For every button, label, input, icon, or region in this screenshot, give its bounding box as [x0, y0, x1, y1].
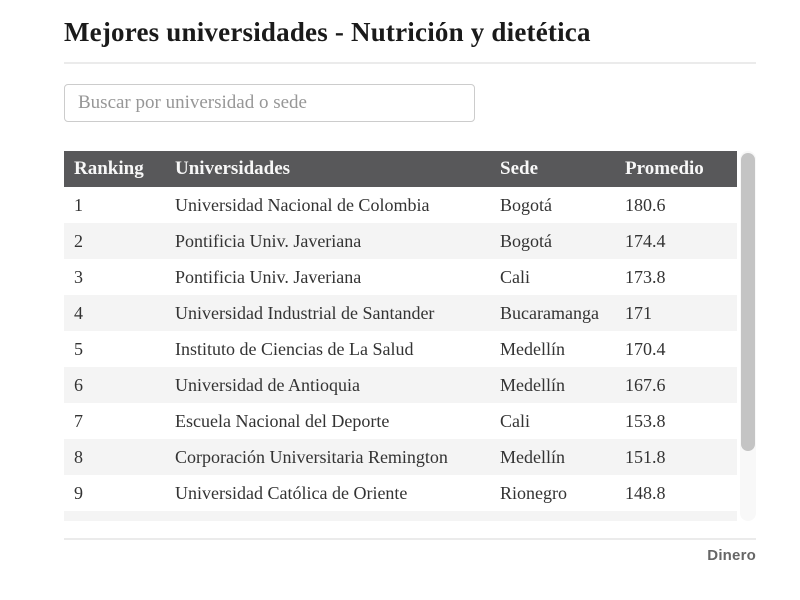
table-row: 1 Universidad Nacional de Colombia Bogotá 1… — [64, 187, 737, 224]
promedio-cell: 151.8 — [625, 446, 666, 467]
search-input[interactable] — [64, 84, 475, 123]
sede-cell: Medellín — [500, 374, 565, 395]
promedio-cell: 174.4 — [625, 230, 666, 251]
sede-cell: Bogotá — [500, 194, 552, 215]
table-scroll-area[interactable]: Ranking Universidades Sede Promedio 1 Uni… — [64, 151, 737, 522]
ranking-cell: 8 — [74, 446, 83, 467]
ranking-table: Ranking Universidades Sede Promedio 1 Uni… — [64, 151, 737, 522]
table-body: 1 Universidad Nacional de Colombia Bogotá 1… — [64, 187, 737, 522]
sede-cell: Medellín — [500, 338, 565, 359]
table-row: 5 Instituto de Ciencias de La Salud Medell… — [64, 331, 737, 368]
brand-logo: Dinero — [707, 547, 756, 565]
table-row: 7 Escuela Nacional del Deporte Cali 153.8 — [64, 403, 737, 440]
table-row: 3 Pontificia Univ. Javeriana Cali 173.8 — [64, 259, 737, 296]
promedio-cell: 153.8 — [625, 410, 666, 431]
sede-cell: Medellín — [500, 446, 565, 467]
table-row: 4 Universidad Industrial de Santander Buca… — [64, 295, 737, 332]
promedio-cell: 180.6 — [625, 194, 666, 215]
table-row: 8 Corporación Universitaria Remington Mede… — [64, 439, 737, 476]
universidad-cell: Pontificia Univ. Javeriana — [175, 266, 362, 287]
universidad-cell: Universidad Industrial de Santander — [175, 302, 435, 323]
ranking-cell: 3 — [74, 266, 83, 287]
ranking-cell: 7 — [74, 410, 83, 431]
ranking-cell: 9 — [74, 482, 83, 503]
sede-cell: Bucaramanga — [500, 302, 599, 323]
universidad-cell: Instituto de Ciencias de La Salud — [175, 338, 414, 359]
column-header-universidades: Universidades — [165, 151, 490, 188]
ranking-cell: 2 — [74, 230, 83, 251]
table-row: 2 Pontificia Univ. Javeriana Bogotá 174.4 — [64, 223, 737, 260]
table-scrollbar-thumb[interactable] — [741, 153, 755, 452]
ranking-cell: 6 — [74, 374, 83, 395]
sede-cell: Cali — [500, 266, 530, 287]
ranking-table-container: Ranking Universidades Sede Promedio 1 Uni… — [64, 151, 756, 522]
table-scrollbar-track[interactable] — [740, 151, 756, 522]
sede-cell: Rionegro — [500, 482, 567, 503]
universidad-cell: Pontificia Univ. Javeriana — [175, 230, 362, 251]
universidad-cell: Corporación Universitaria Remington — [175, 446, 448, 467]
table-row: 6 Universidad de Antioquia Medellín 167.6 — [64, 367, 737, 404]
page-title: Mejores universidades - Nutrición y diet… — [64, 17, 591, 47]
title-divider — [64, 62, 756, 65]
sede-cell: Bogotá — [500, 230, 552, 251]
promedio-cell: 173.8 — [625, 266, 666, 287]
universidad-cell: Universidad Nacional de Colombia — [175, 194, 430, 215]
footer-divider — [64, 538, 756, 541]
promedio-cell: 170.4 — [625, 338, 666, 359]
universidad-cell: Universidad de Antioquia — [175, 374, 360, 395]
promedio-cell: 148.8 — [625, 482, 666, 503]
promedio-cell: 167.6 — [625, 374, 666, 395]
universidad-cell: Escuela Nacional del Deporte — [175, 410, 390, 431]
column-header-ranking: Ranking — [64, 151, 165, 188]
column-header-promedio: Promedio — [615, 151, 737, 188]
column-header-sede: Sede — [490, 151, 615, 188]
universidad-cell: Universidad Católica de Oriente — [175, 482, 408, 503]
ranking-cell: 1 — [74, 194, 83, 215]
table-header: Ranking Universidades Sede Promedio — [64, 151, 737, 188]
table-row-clipped — [64, 511, 737, 522]
ranking-cell: 4 — [74, 302, 83, 323]
table-row: 9 Universidad Católica de Oriente Rionegro… — [64, 475, 737, 512]
ranking-cell: 5 — [74, 338, 83, 359]
promedio-cell: 171 — [625, 302, 652, 323]
sede-cell: Cali — [500, 410, 530, 431]
